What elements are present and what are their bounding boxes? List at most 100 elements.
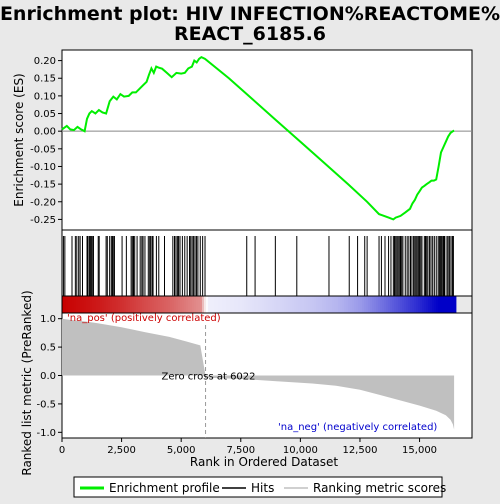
color-bar-cell bbox=[70, 296, 73, 313]
color-bar-cell bbox=[98, 296, 101, 313]
color-bar-cell bbox=[276, 296, 279, 313]
legend: Enrichment profile Hits Ranking metric s… bbox=[73, 476, 446, 498]
color-bar-cell bbox=[298, 296, 301, 313]
es-panel-frame bbox=[61, 49, 473, 231]
color-bar-cell bbox=[370, 296, 373, 313]
es-y-tick-label: 0.10 bbox=[34, 91, 56, 102]
color-bar-cell bbox=[314, 296, 317, 313]
color-bar-cell bbox=[302, 296, 305, 313]
color-bar-cell bbox=[386, 296, 389, 313]
color-bar-cell bbox=[328, 296, 331, 313]
color-bar-cell bbox=[280, 296, 283, 313]
color-bar-cell bbox=[260, 296, 263, 313]
color-bar-cell bbox=[426, 296, 429, 313]
color-bar-cell bbox=[364, 296, 367, 313]
rank-y-tick-label: -1.0 bbox=[36, 428, 56, 439]
color-bar-cell bbox=[142, 296, 145, 313]
color-bar-cell bbox=[232, 296, 235, 313]
color-bar-cell bbox=[384, 296, 387, 313]
color-bar-cell bbox=[324, 296, 327, 313]
color-bar-cell bbox=[152, 296, 155, 313]
color-bar-cell bbox=[422, 296, 425, 313]
color-bar-cell bbox=[206, 296, 209, 313]
color-bar-cell bbox=[184, 296, 187, 313]
color-bar-cell bbox=[400, 296, 403, 313]
es-y-tick-label: 0.05 bbox=[34, 109, 56, 120]
color-bar-cell bbox=[106, 296, 109, 313]
color-bar-cell bbox=[150, 296, 153, 313]
chart-title-line-1: Enrichment plot: HIV INFECTION%REACTOME% bbox=[0, 3, 500, 25]
x-tick-label: 5,000 bbox=[167, 445, 196, 456]
color-bar-cell bbox=[140, 296, 143, 313]
color-bar-cell bbox=[80, 296, 83, 313]
color-bar-cell bbox=[432, 296, 435, 313]
rank-y-tick-label: 0.5 bbox=[40, 343, 56, 354]
color-bar-cell bbox=[288, 296, 291, 313]
color-bar-cell bbox=[66, 296, 69, 313]
color-bar-cell bbox=[448, 296, 451, 313]
neg-correlated-label: 'na_neg' (negatively correlated) bbox=[278, 422, 437, 433]
color-bar-cell bbox=[238, 296, 241, 313]
color-bar-cell bbox=[92, 296, 95, 313]
rank-panel-axes: -1.0 -0.5 0.0 0.5 1.0 0 2,500 5,000 7,500 10,000 1… bbox=[36, 314, 437, 456]
color-bar-cell bbox=[316, 296, 319, 313]
color-bar-cell bbox=[64, 296, 67, 313]
color-bar-cell bbox=[164, 296, 167, 313]
color-bar-cell bbox=[310, 296, 313, 313]
color-bar-cell bbox=[84, 296, 87, 313]
legend-hits-label: Hits bbox=[251, 481, 274, 495]
color-bar-cell bbox=[170, 296, 173, 313]
legend-ranking-label: Ranking metric scores bbox=[313, 481, 446, 495]
rank-y-axis-label: Ranked list metric (PreRanked) bbox=[20, 290, 34, 475]
color-bar-cell bbox=[240, 296, 243, 313]
es-y-tick-label: 0.00 bbox=[34, 127, 56, 138]
color-bar-cell bbox=[438, 296, 441, 313]
es-y-tick-label: -0.15 bbox=[30, 180, 56, 191]
color-bar-cell bbox=[154, 296, 157, 313]
color-bar-cell bbox=[394, 296, 397, 313]
color-bar-cell bbox=[366, 296, 369, 313]
color-bar-cell bbox=[368, 296, 371, 313]
color-bar-cell bbox=[354, 296, 357, 313]
es-y-tick-label: 0.15 bbox=[34, 74, 56, 85]
color-bar-cell bbox=[410, 296, 413, 313]
color-bar-cell bbox=[220, 296, 223, 313]
es-y-tick-label: -0.25 bbox=[30, 215, 56, 226]
color-bar-cell bbox=[318, 296, 321, 313]
color-bar-cell bbox=[120, 296, 123, 313]
es-y-axis-label: Enrichment score (ES) bbox=[12, 73, 26, 206]
color-bar-cell bbox=[218, 296, 221, 313]
ranking-metric-area bbox=[62, 318, 455, 430]
color-bar-cell bbox=[404, 296, 407, 313]
color-bar-cell bbox=[126, 296, 129, 313]
enrichment-profile-line bbox=[61, 55, 455, 221]
color-bar-cell bbox=[76, 296, 79, 313]
x-tick-label: 2,500 bbox=[107, 445, 136, 456]
color-bar-cell bbox=[320, 296, 323, 313]
color-bar-cell bbox=[286, 296, 289, 313]
color-bar-cell bbox=[74, 296, 77, 313]
color-bar-cell bbox=[308, 296, 311, 313]
color-bar-cell bbox=[274, 296, 277, 313]
color-bar-cell bbox=[174, 296, 177, 313]
color-bar-cell bbox=[160, 296, 163, 313]
color-bar-cell bbox=[414, 296, 417, 313]
color-bar-cell bbox=[452, 296, 455, 313]
color-bar-cell bbox=[446, 296, 449, 313]
color-bar-cell bbox=[348, 296, 351, 313]
color-bar-cell bbox=[340, 296, 343, 313]
color-bar-cell bbox=[96, 296, 99, 313]
color-bar-cell bbox=[268, 296, 271, 313]
color-bar-cell bbox=[312, 296, 315, 313]
color-bar-cell bbox=[214, 296, 217, 313]
chart-title-line-2: REACT_6185.6 bbox=[174, 23, 326, 45]
color-bar-cell bbox=[264, 296, 267, 313]
color-bar-cell bbox=[372, 296, 375, 313]
hits-panel-frame bbox=[61, 229, 473, 297]
color-bar-cell bbox=[124, 296, 127, 313]
color-bar-cell bbox=[202, 296, 205, 313]
color-bar-cell bbox=[374, 296, 377, 313]
color-bar-cell bbox=[248, 296, 251, 313]
color-bar-cell bbox=[234, 296, 237, 313]
x-tick-label: 0 bbox=[59, 445, 65, 456]
